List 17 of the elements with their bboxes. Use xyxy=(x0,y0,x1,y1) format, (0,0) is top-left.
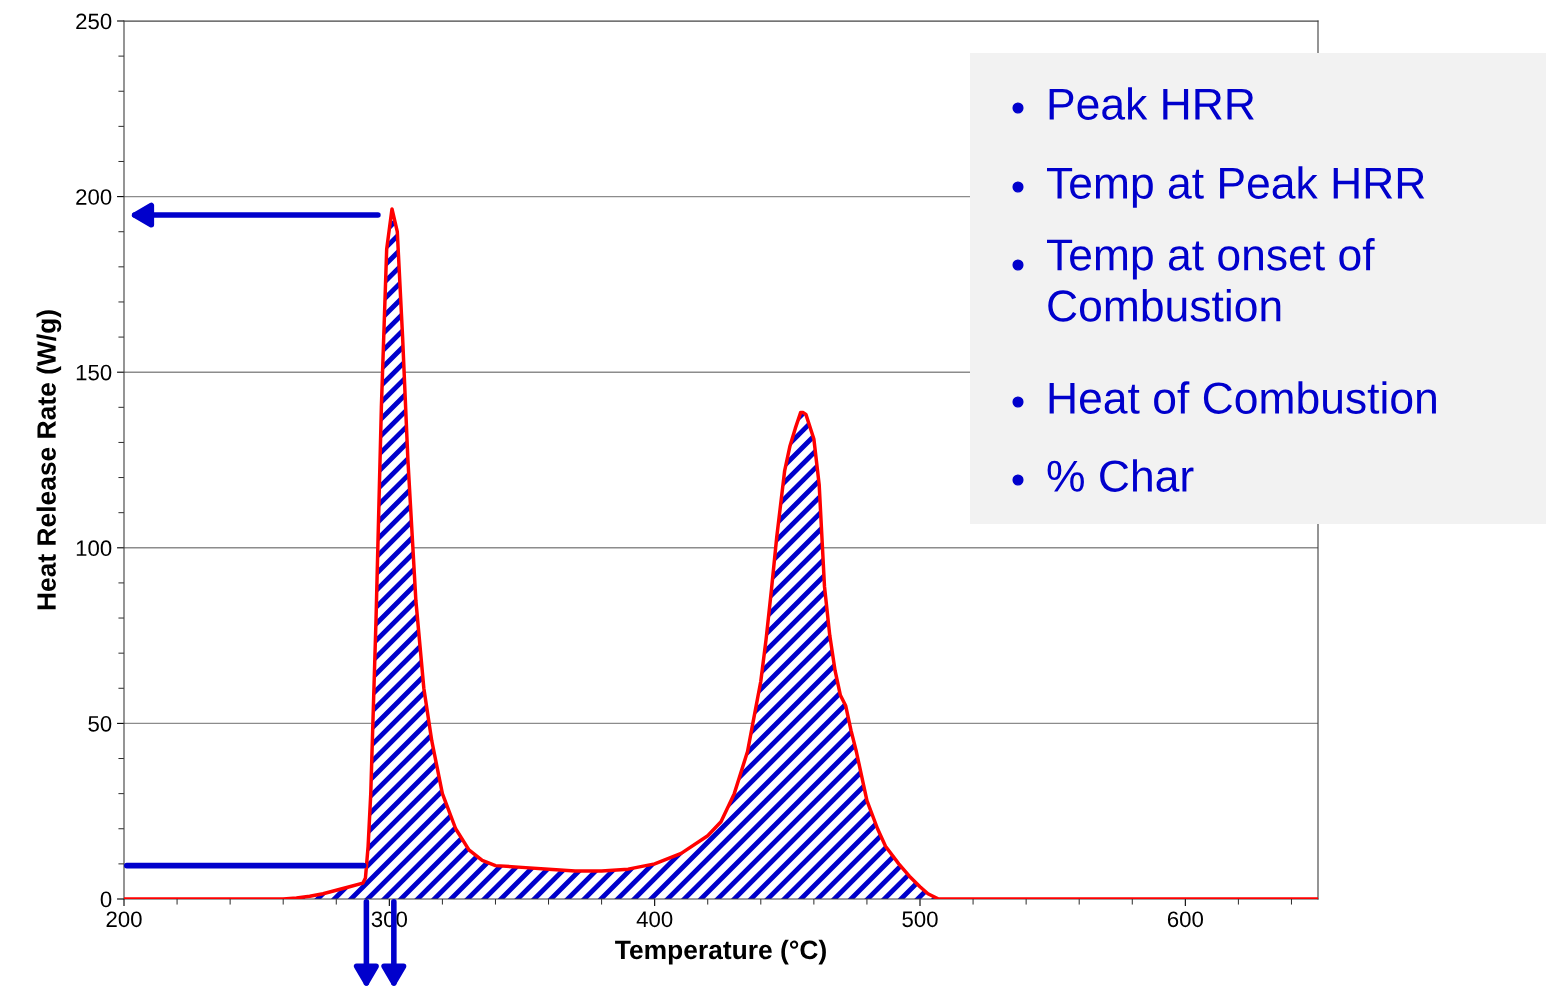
x-tick-label: 200 xyxy=(106,911,142,928)
annotation: Temp at Peak HRR xyxy=(1047,166,1425,208)
x-tick-label: 500 xyxy=(902,911,938,928)
x-axis-title: Temperature (°C) xyxy=(615,939,826,965)
y-tick-label: 50 xyxy=(88,715,112,732)
annotation: Heat of Combustion xyxy=(1049,381,1436,414)
annotation: % Char xyxy=(1047,459,1194,492)
y-axis-title: Heat Release Rate (W/g) xyxy=(36,310,62,610)
y-tick-label: 250 xyxy=(76,13,112,30)
y-tick-label: 100 xyxy=(76,540,112,557)
annotation: Temp at onset of Combustion xyxy=(1047,238,1375,322)
x-tick-label: 400 xyxy=(636,911,673,928)
y-tick-label: 150 xyxy=(76,364,112,381)
x-tick-label: 600 xyxy=(1167,911,1203,928)
annotation: Peak HRR xyxy=(1049,87,1254,120)
y-tick-label: 200 xyxy=(76,189,112,205)
y-tick-label: 0 xyxy=(100,891,112,908)
